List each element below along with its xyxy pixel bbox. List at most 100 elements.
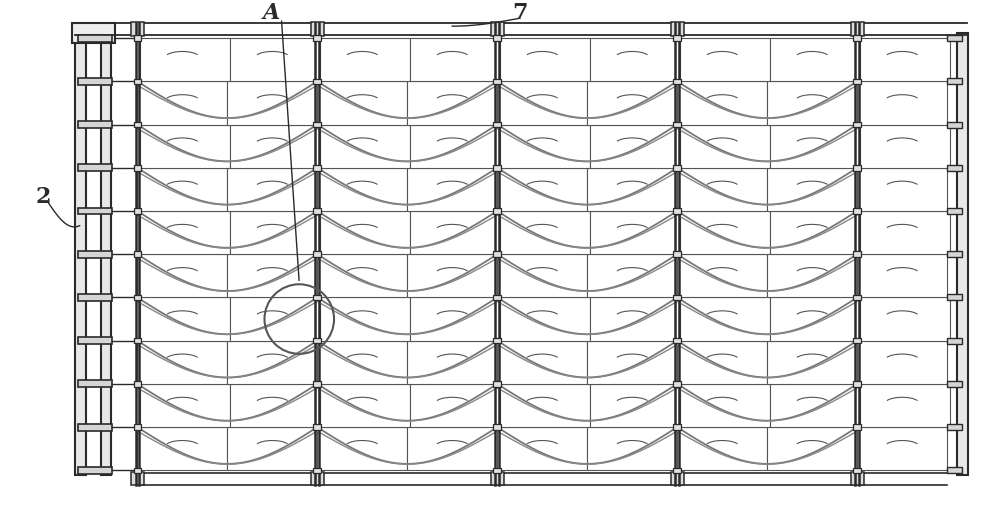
Bar <box>673 79 681 84</box>
Bar <box>78 251 112 258</box>
Bar <box>313 208 321 214</box>
Bar <box>134 381 141 387</box>
Bar <box>140 298 230 341</box>
Bar <box>947 251 962 257</box>
Bar <box>317 168 407 211</box>
Bar <box>673 295 681 300</box>
Bar <box>227 168 317 211</box>
Bar <box>313 79 321 84</box>
Bar <box>137 427 227 470</box>
Bar <box>853 468 861 473</box>
Bar <box>491 22 504 36</box>
Bar <box>320 384 410 427</box>
Bar <box>497 341 587 384</box>
Bar <box>230 124 320 168</box>
Bar <box>313 165 321 171</box>
Bar <box>590 211 680 254</box>
Bar <box>853 381 861 387</box>
Bar <box>851 472 864 485</box>
Bar <box>140 211 230 254</box>
Bar <box>134 208 141 214</box>
Bar <box>493 208 501 214</box>
Bar <box>767 341 857 384</box>
Bar <box>587 81 677 124</box>
Bar <box>493 468 501 473</box>
Bar <box>673 468 681 473</box>
Bar <box>227 341 317 384</box>
Bar <box>311 472 324 485</box>
Bar <box>853 295 861 300</box>
Bar <box>137 81 227 124</box>
Bar <box>313 424 321 430</box>
Bar <box>134 35 141 41</box>
Bar <box>680 384 770 427</box>
Bar <box>407 427 497 470</box>
Bar <box>78 35 112 41</box>
Bar <box>853 122 861 128</box>
Bar <box>78 467 112 474</box>
Bar <box>500 384 590 427</box>
Bar <box>957 33 968 475</box>
Bar <box>313 468 321 473</box>
Bar <box>137 254 227 298</box>
Bar <box>497 254 587 298</box>
Bar <box>134 424 141 430</box>
Bar <box>947 208 962 214</box>
Bar <box>313 251 321 257</box>
Bar <box>230 384 320 427</box>
Bar <box>590 38 680 81</box>
Bar <box>78 121 112 128</box>
Bar <box>317 427 407 470</box>
Bar <box>407 341 497 384</box>
Bar <box>587 341 677 384</box>
Bar <box>947 424 962 430</box>
Bar <box>134 468 141 473</box>
Bar <box>853 35 861 41</box>
Bar <box>680 38 770 81</box>
Bar <box>313 295 321 300</box>
Bar <box>587 168 677 211</box>
Bar <box>317 341 407 384</box>
Bar <box>140 384 230 427</box>
Bar <box>677 341 767 384</box>
Bar <box>673 35 681 41</box>
Bar <box>680 211 770 254</box>
Bar <box>853 208 861 214</box>
Bar <box>853 251 861 257</box>
Bar <box>500 124 590 168</box>
Bar <box>860 384 950 427</box>
Bar <box>137 341 227 384</box>
Bar <box>590 298 680 341</box>
Bar <box>320 38 410 81</box>
Bar <box>853 424 861 430</box>
Bar <box>78 164 112 171</box>
Bar <box>857 427 947 470</box>
Bar <box>410 38 500 81</box>
Bar <box>313 122 321 128</box>
Bar <box>134 122 141 128</box>
Bar <box>500 38 590 81</box>
Bar <box>680 124 770 168</box>
Bar <box>860 38 950 81</box>
Bar <box>78 424 112 430</box>
Bar <box>317 254 407 298</box>
Bar <box>770 38 860 81</box>
Bar <box>857 81 947 124</box>
Bar <box>947 78 962 85</box>
Bar <box>947 467 962 474</box>
Bar <box>410 211 500 254</box>
Bar <box>140 124 230 168</box>
Bar <box>493 79 501 84</box>
Bar <box>75 33 86 475</box>
Bar <box>140 38 230 81</box>
Bar <box>677 81 767 124</box>
Bar <box>230 298 320 341</box>
Bar <box>677 427 767 470</box>
Bar <box>230 38 320 81</box>
Bar <box>680 298 770 341</box>
Bar <box>313 381 321 387</box>
Bar <box>500 211 590 254</box>
Bar <box>947 381 962 387</box>
Bar <box>227 427 317 470</box>
Bar <box>860 124 950 168</box>
